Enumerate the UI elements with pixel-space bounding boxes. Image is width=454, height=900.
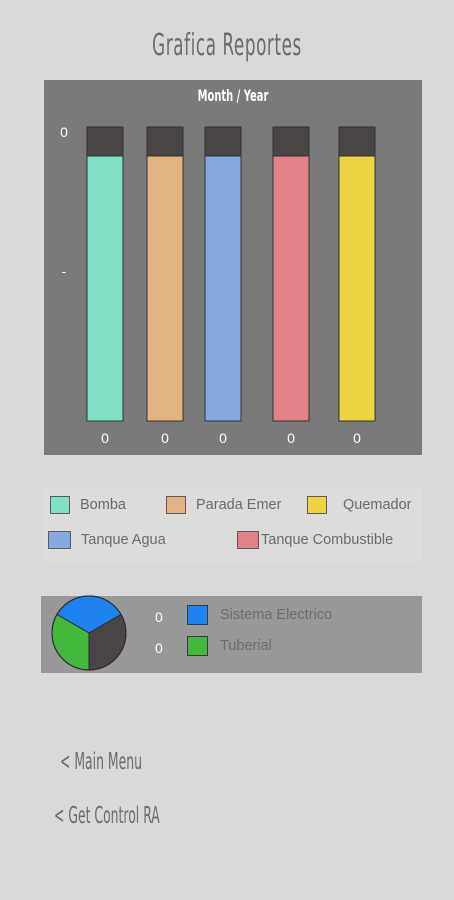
- legend-swatch: [166, 496, 186, 514]
- legend-item-tanque-combustible: Tanque Combustible: [237, 531, 393, 549]
- legend-swatch: [48, 531, 71, 549]
- pie-legend-label: Sistema Electrico: [220, 607, 333, 623]
- bar-legend: Bomba Parada Emer Quemador Tanque Agua T…: [44, 488, 422, 562]
- legend-swatch: [50, 496, 70, 514]
- get-control-ra-button[interactable]: < Get Control RA: [54, 803, 160, 829]
- legend-item-quemador: Quemador: [307, 496, 412, 514]
- bar-value-label: 0: [161, 430, 169, 446]
- legend-swatch: [237, 531, 259, 549]
- bar-bomba: [86, 155, 124, 422]
- bar-value-label: 0: [101, 430, 109, 446]
- bar-value-label: 0: [287, 430, 295, 446]
- bar-tanque-agua: [204, 155, 242, 422]
- bar-parada-emer: [146, 155, 184, 422]
- legend-swatch: [307, 496, 327, 514]
- bar-chart-svg: 0 - 0 0 0 0 0: [60, 124, 376, 446]
- bar-quemador: [338, 155, 376, 422]
- pie-legend-tuberial: Tuberial: [187, 636, 272, 656]
- pie-legend-label: Tuberial: [220, 638, 272, 654]
- pie-chart-panel: 0 0 Sistema Electrico Tuberial: [41, 595, 422, 673]
- chart-title: Month / Year: [197, 86, 269, 105]
- pie-legend-sistema-electrico: Sistema Electrico: [187, 605, 332, 625]
- legend-label: Tanque Combustible: [261, 532, 394, 548]
- bar-value-label: 0: [353, 430, 361, 446]
- pie-swatch: [187, 605, 208, 625]
- pie-value-tuberial: 0: [155, 640, 163, 656]
- y-tick-label: -: [62, 263, 67, 279]
- legend-label: Tanque Agua: [81, 532, 166, 548]
- pie-swatch: [187, 636, 208, 656]
- bar-chart: 0 - 0 0 0 0 0 Month / Year: [44, 80, 422, 455]
- legend-item-bomba: Bomba: [50, 496, 126, 514]
- pie-chart: [51, 595, 127, 671]
- legend-item-parada-emer: Parada Emer: [166, 496, 281, 514]
- main-menu-button[interactable]: < Main Menu: [60, 749, 143, 775]
- legend-label: Quemador: [343, 497, 412, 513]
- legend-label: Bomba: [80, 497, 126, 513]
- bar-tanque-combustible: [272, 155, 310, 422]
- legend-label: Parada Emer: [196, 497, 282, 513]
- pie-value-sistema-electrico: 0: [155, 609, 163, 625]
- legend-item-tanque-agua: Tanque Agua: [48, 531, 166, 549]
- pie-outline: [51, 595, 127, 671]
- page-title: Grafica Reportes: [152, 28, 302, 63]
- bar-value-label: 0: [219, 430, 227, 446]
- y-tick-label: 0: [60, 124, 68, 140]
